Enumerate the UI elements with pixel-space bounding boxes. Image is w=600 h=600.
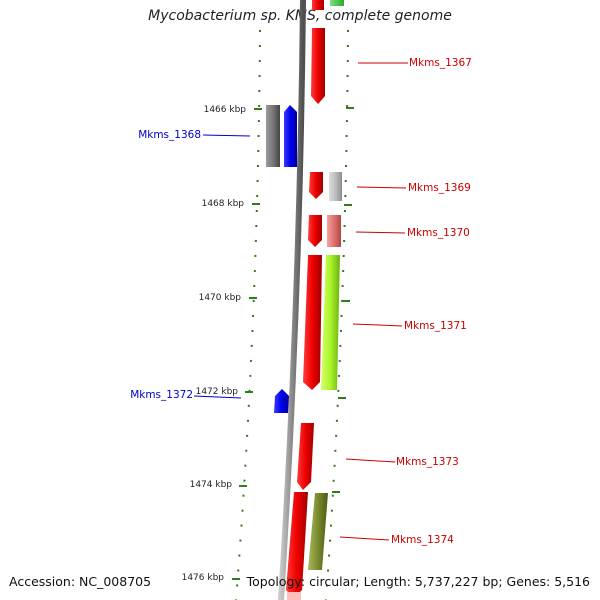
label-mkms-1371[interactable]: Mkms_1371	[352, 320, 467, 332]
gene-label: Mkms_1369	[408, 182, 471, 194]
accession-text: Accession: NC_008705	[9, 574, 152, 589]
scale-tick-1474: 1474 kbp	[190, 480, 247, 490]
genome-backbone	[278, 0, 306, 600]
label-mkms-1373[interactable]: Mkms_1373	[345, 456, 459, 468]
label-mkms-1374[interactable]: Mkms_1374	[339, 534, 454, 546]
label-mkms-1372[interactable]: Mkms_1372	[130, 389, 242, 401]
gene-label: Mkms_1373	[396, 456, 459, 468]
scale-tick-1468: 1468 kbp	[202, 199, 260, 209]
gene-mkms-1373[interactable]	[297, 423, 314, 490]
gene-label: Mkms_1367	[409, 57, 472, 69]
label-mkms-1369[interactable]: Mkms_1369	[356, 182, 471, 194]
scale-tick-1472: 1472 kbp	[196, 387, 253, 397]
scale-tick-1466: 1466 kbp	[204, 105, 262, 115]
gene-homolog-lime[interactable]	[321, 255, 340, 390]
guide-dots-left	[235, 29, 261, 600]
gene-label: Mkms_1371	[404, 320, 467, 332]
label-mkms-1367[interactable]: Mkms_1367	[358, 57, 472, 69]
scale-label: 1470 kbp	[199, 293, 242, 303]
scale-tick-1470: 1470 kbp	[199, 293, 257, 303]
scale-label: 1476 kbp	[182, 573, 225, 583]
scale-tick-1476: 1476 kbp	[182, 573, 240, 583]
gene-mkms-1372[interactable]	[274, 389, 289, 413]
scale-label: 1472 kbp	[196, 387, 239, 397]
gene-label: Mkms_1372	[130, 389, 193, 401]
gene-partial-bottom[interactable]	[287, 592, 301, 600]
gene-homolog-lightgray[interactable]	[329, 172, 342, 201]
gene-homolog-gray[interactable]	[266, 105, 280, 167]
gene-mkms-1374[interactable]	[286, 492, 308, 598]
right-ticks	[332, 107, 354, 493]
scale-label: 1466 kbp	[204, 105, 247, 115]
gene-label: Mkms_1368	[138, 129, 201, 141]
gene-mkms-1370[interactable]	[308, 215, 322, 247]
gene-partial-top-red[interactable]	[312, 0, 324, 10]
gene-mkms-1369[interactable]	[309, 172, 323, 199]
label-mkms-1368[interactable]: Mkms_1368	[138, 129, 251, 141]
gene-mkms-1371[interactable]	[303, 255, 322, 390]
scale-label: 1474 kbp	[190, 480, 233, 490]
gene-label: Mkms_1370	[407, 227, 470, 239]
gene-mkms-1367[interactable]	[311, 28, 325, 104]
gene-label: Mkms_1374	[391, 534, 454, 546]
topology-text: Topology: circular; Length: 5,737,227 bp…	[246, 574, 590, 589]
gene-partial-top[interactable]	[330, 0, 344, 6]
gene-homolog-olive[interactable]	[308, 493, 328, 570]
label-mkms-1370[interactable]: Mkms_1370	[355, 227, 470, 239]
scale-label: 1468 kbp	[202, 199, 245, 209]
gene-homolog-pink[interactable]	[327, 215, 341, 247]
gene-mkms-1368[interactable]	[284, 105, 297, 167]
